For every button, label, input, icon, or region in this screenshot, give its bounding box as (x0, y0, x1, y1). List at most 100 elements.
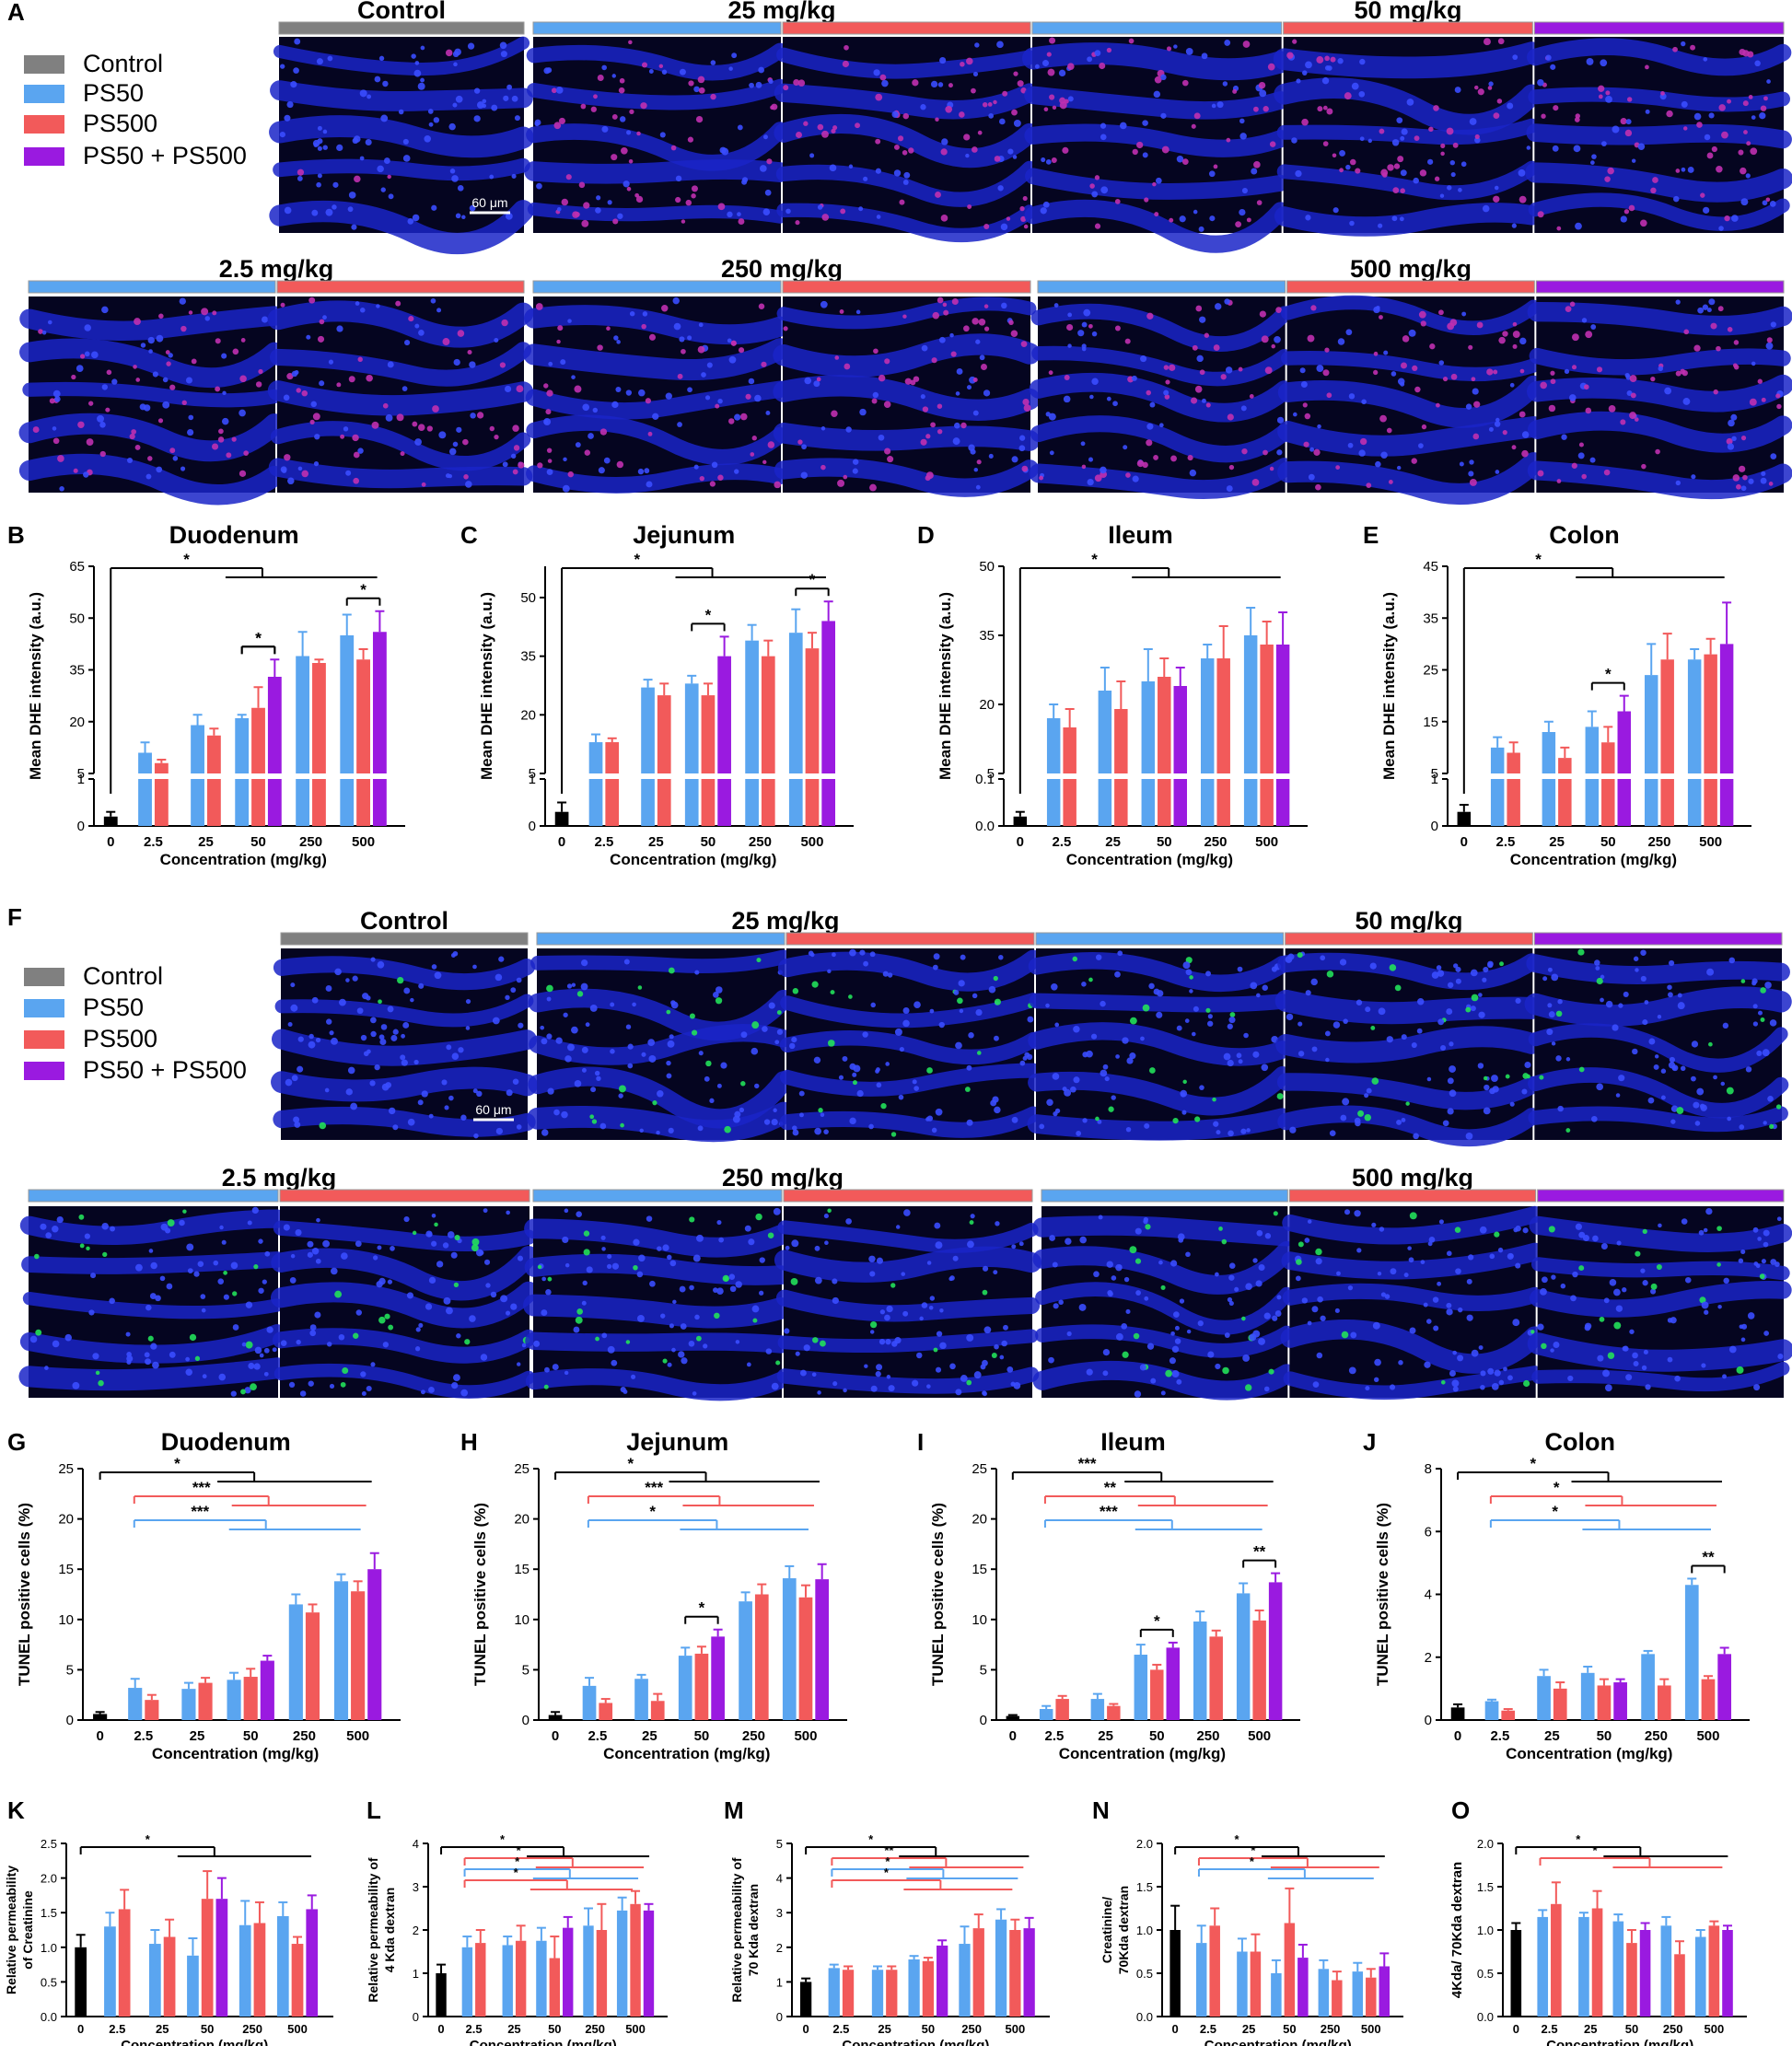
cell-nucleus (357, 448, 364, 454)
cell-nucleus (1459, 461, 1464, 467)
bar (596, 1930, 608, 2017)
micrograph-tile (1029, 296, 1295, 500)
cell-nucleus (455, 213, 461, 219)
x-tick-label: 250 (1663, 2022, 1683, 2036)
cell-nucleus (599, 428, 608, 436)
cell-nucleus (1245, 1283, 1252, 1290)
cell-nucleus (1227, 413, 1234, 421)
bar-ps50 (1687, 648, 1702, 826)
cell-nucleus (1289, 1126, 1297, 1133)
cell-nucleus (1122, 1037, 1129, 1044)
cell-nucleus (1600, 1242, 1608, 1250)
tissue-band (18, 413, 285, 462)
y-tick-label: 1.0 (1477, 1924, 1494, 1937)
micrograph-tile (18, 296, 285, 506)
cell-nucleus (945, 105, 953, 113)
cell-nucleus (1205, 971, 1212, 977)
cell-nucleus (567, 1043, 575, 1052)
cell-nucleus (926, 1067, 933, 1074)
x-tick-label: 0 (96, 1728, 103, 1744)
cell-nucleus (692, 1254, 701, 1262)
cell-nucleus (574, 1080, 582, 1087)
bar (149, 1944, 161, 2017)
cell-nucleus (1100, 466, 1107, 474)
y-tick-label: 0 (413, 2010, 419, 2024)
bar (828, 1968, 840, 2017)
bar (138, 752, 152, 773)
bar-lower (641, 779, 655, 826)
cell-nucleus (294, 38, 301, 45)
cell-nucleus (258, 368, 263, 375)
cell-nucleus (232, 1324, 239, 1331)
cell-nucleus (489, 425, 495, 432)
cell-nucleus (785, 1245, 790, 1250)
cell-nucleus (916, 1352, 923, 1359)
cell-nucleus (1589, 457, 1596, 463)
cell-nucleus (1530, 1330, 1535, 1334)
condition-bar (532, 280, 782, 294)
significance-stars: * (699, 1599, 705, 1617)
cell-nucleus (540, 1025, 545, 1030)
cell-nucleus (452, 441, 459, 448)
cell-nucleus (202, 1374, 207, 1379)
cell-nucleus (387, 361, 394, 368)
cell-nucleus (1753, 1261, 1759, 1266)
bar-ps500 (922, 1957, 935, 2017)
cell-nucleus (1640, 949, 1647, 956)
cell-nucleus (418, 1322, 424, 1328)
cell-nucleus (1537, 470, 1544, 477)
cell-nucleus (1185, 1251, 1191, 1258)
bar-lower (1542, 779, 1556, 826)
chart-title: Duodenum (169, 521, 299, 549)
cell-nucleus (1337, 58, 1344, 64)
cell-nucleus (1123, 1276, 1130, 1283)
cell-nucleus (1494, 1369, 1501, 1377)
cell-nucleus (884, 358, 890, 365)
cell-nucleus (72, 1381, 80, 1389)
cell-nucleus (804, 377, 812, 385)
cell-nucleus (126, 1354, 134, 1363)
cell-nucleus (351, 224, 357, 230)
cell-nucleus (1499, 961, 1504, 967)
cell-nucleus (1542, 976, 1548, 982)
cell-nucleus (1675, 299, 1681, 305)
y-tick-label: 0 (980, 1713, 987, 1728)
cell-nucleus (500, 51, 507, 58)
cell-nucleus (1120, 122, 1127, 130)
cell-nucleus (315, 1258, 321, 1264)
y-tick-label: 20 (972, 1512, 987, 1528)
cell-nucleus (1586, 57, 1594, 65)
significance-stars: * (1605, 666, 1612, 683)
cell-nucleus (388, 1107, 396, 1115)
cell-nucleus (940, 148, 948, 156)
significance-bracket: * (1462, 551, 1725, 794)
cell-nucleus (1313, 448, 1321, 456)
bar (1090, 1699, 1105, 1720)
cell-nucleus (1322, 369, 1330, 377)
cell-nucleus (767, 1232, 774, 1239)
y-tick-label: 4 (776, 1872, 783, 1886)
cell-nucleus (266, 1326, 273, 1333)
cell-nucleus (994, 1106, 1001, 1114)
cell-nucleus (1135, 1227, 1142, 1235)
legend-label: PS50 (83, 79, 144, 107)
significance-bracket: * (240, 629, 276, 655)
bar (761, 656, 775, 773)
cell-nucleus (1063, 395, 1071, 403)
cell-nucleus (1149, 401, 1156, 408)
tissue-band (267, 300, 534, 348)
bar-lower (821, 779, 836, 826)
group-title: 500 mg/kg (1352, 1164, 1473, 1192)
cell-nucleus (518, 1022, 524, 1029)
cell-nucleus (1170, 1260, 1178, 1267)
bar (312, 663, 326, 773)
cell-nucleus (1545, 54, 1552, 61)
cell-nucleus (357, 356, 363, 362)
cell-nucleus (1340, 1114, 1347, 1122)
cell-nucleus (1429, 343, 1436, 350)
cell-nucleus (581, 1046, 588, 1053)
cell-nucleus (150, 1343, 157, 1350)
bar-ps50 (104, 1912, 116, 2017)
bar (886, 1970, 898, 2017)
